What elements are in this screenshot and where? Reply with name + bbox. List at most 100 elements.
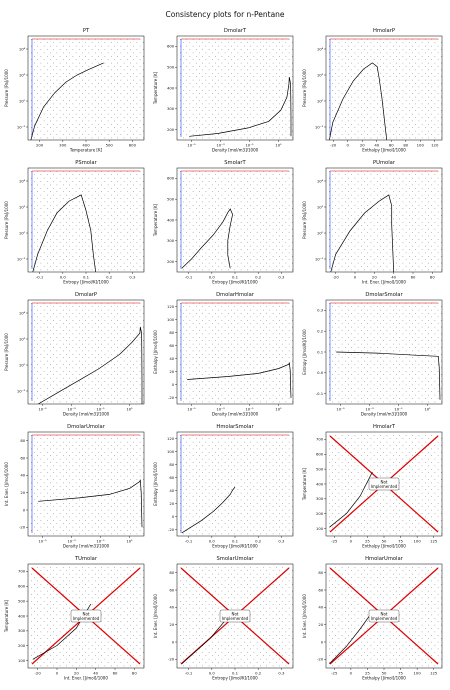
data-point (260, 103, 261, 105)
data-point (237, 252, 239, 254)
data-point (221, 242, 223, 243)
data-point (405, 364, 407, 365)
data-point (380, 377, 381, 379)
data-point (364, 394, 365, 396)
data-point (389, 90, 391, 91)
data-point (345, 394, 346, 396)
data-point (56, 225, 58, 226)
data-point (43, 350, 45, 352)
data-point (31, 303, 32, 304)
data-point (117, 320, 118, 321)
data-point (88, 350, 90, 352)
data-point (373, 59, 375, 60)
data-point (127, 377, 128, 379)
data-point (59, 354, 61, 355)
data-point (95, 86, 96, 88)
data-point (127, 391, 128, 392)
data-point (409, 262, 410, 264)
data-point (180, 377, 181, 379)
data-point (234, 306, 235, 307)
data-point (127, 191, 128, 192)
data-point (34, 242, 35, 243)
data-point (79, 320, 80, 321)
data-point (180, 343, 181, 345)
data-point (34, 76, 35, 77)
data-point (412, 309, 413, 311)
data-point (266, 326, 267, 328)
data-point (186, 364, 187, 365)
data-point (79, 208, 80, 209)
data-point (43, 259, 45, 260)
data-point (66, 262, 67, 264)
data-point (250, 211, 251, 213)
data-point (338, 117, 340, 118)
data-point (69, 232, 70, 233)
data-point (329, 198, 330, 199)
data-point (221, 215, 223, 216)
data-point (183, 228, 184, 230)
data-point (202, 354, 203, 355)
data-point (66, 49, 67, 50)
data-point (79, 201, 80, 203)
data-point (143, 90, 144, 91)
data-point (180, 245, 181, 247)
data-point (133, 225, 134, 226)
data-point (399, 45, 400, 47)
data-point (199, 198, 200, 199)
data-point (237, 177, 239, 179)
data-point (399, 66, 400, 67)
data-point (117, 62, 118, 64)
data-point (250, 266, 251, 267)
data-point (357, 42, 359, 43)
data-point (228, 90, 229, 91)
data-point (53, 347, 54, 348)
data-point (215, 360, 216, 362)
data-point (50, 316, 51, 318)
data-point (386, 73, 388, 74)
data-point (253, 174, 255, 175)
data-point (383, 249, 384, 250)
data-point (91, 208, 93, 209)
data-point (367, 330, 368, 331)
data-point (127, 100, 128, 101)
data-point (221, 360, 223, 362)
data-point (441, 242, 442, 243)
data-point (59, 76, 61, 77)
data-point (244, 343, 245, 345)
data-point (345, 49, 346, 50)
data-point (56, 266, 58, 267)
data-point (186, 309, 187, 311)
data-point (111, 215, 112, 216)
data-point (88, 377, 90, 379)
data-point (130, 103, 131, 105)
data-point (208, 262, 210, 264)
data-point (189, 394, 191, 396)
data-point (88, 357, 90, 358)
data-point (418, 198, 420, 199)
data-point (393, 184, 394, 186)
data-point (50, 384, 51, 386)
data-point (250, 343, 251, 345)
data-point (104, 269, 106, 271)
data-point (205, 93, 207, 94)
data-point (240, 235, 242, 237)
data-point (348, 337, 349, 338)
y-tick-label: 10⁻² (315, 256, 324, 261)
data-point (250, 218, 251, 220)
data-point (228, 401, 229, 403)
data-point (329, 245, 330, 247)
data-point (224, 323, 226, 324)
data-point (143, 235, 144, 237)
data-point (117, 262, 118, 264)
data-point (409, 215, 410, 216)
data-point (288, 177, 290, 179)
data-point (63, 79, 64, 81)
data-point (117, 137, 118, 139)
data-point (130, 188, 131, 189)
data-point (56, 232, 58, 233)
data-point (256, 218, 258, 220)
data-point (396, 235, 397, 237)
data-point (91, 354, 93, 355)
data-point (237, 357, 239, 358)
data-point (250, 239, 251, 240)
